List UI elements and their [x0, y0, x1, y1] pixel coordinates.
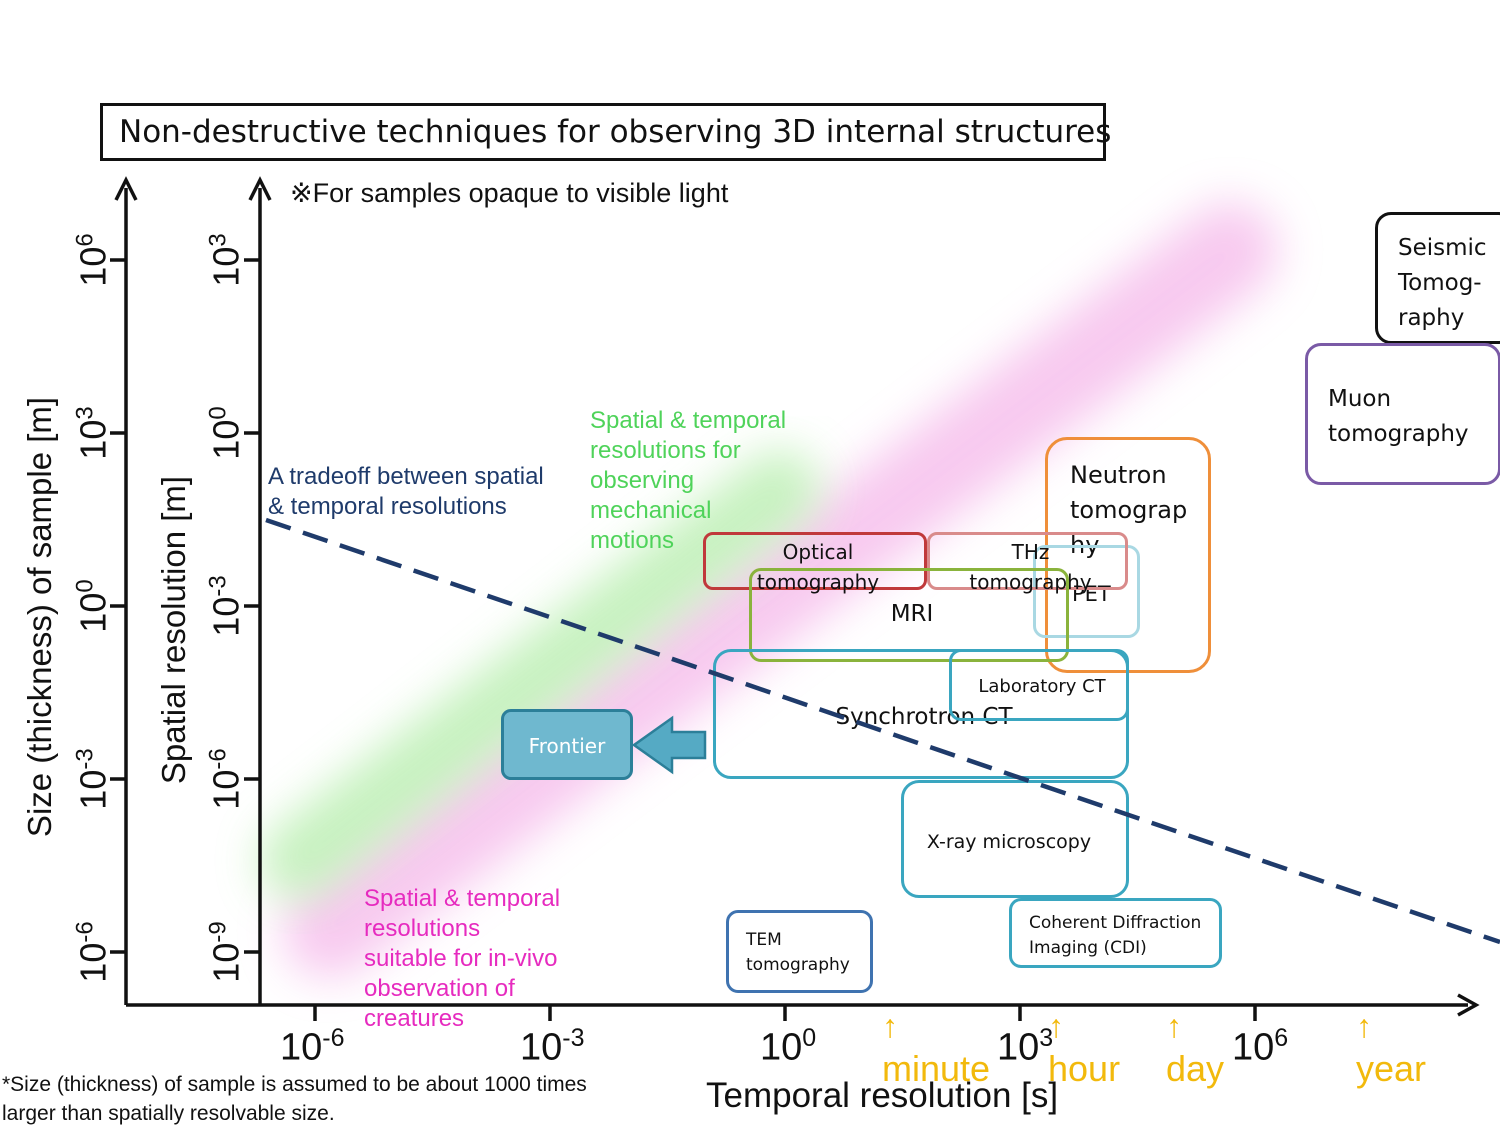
time-arrow-year: ↑ [1356, 1008, 1372, 1044]
time-label-day: day [1166, 1048, 1225, 1089]
tem-tomography-box: TEM tomography [726, 910, 873, 993]
subtitle-note: ※For samples opaque to visible light [290, 178, 729, 208]
seismic-tomography-box: Seismic Tomog- raphy [1375, 212, 1500, 344]
time-arrow-minute: ↑ [882, 1008, 898, 1044]
x-tick-1e-3: 10-3 [520, 1024, 585, 1069]
x-axis-title: Temporal resolution [s] [706, 1076, 1059, 1115]
x-ticks [313, 1005, 1257, 1021]
pet-label: PET [1072, 582, 1111, 606]
x-tick-1e6: 106 [1232, 1024, 1289, 1069]
frontier-box: Frontier [501, 709, 633, 780]
cdi-label: Coherent Diffraction Imaging (CDI) [1029, 913, 1202, 958]
optical-tomography-label: Optical tomography [756, 540, 880, 594]
frontier-arrow-icon [631, 715, 707, 775]
x-tick-1e0: 100 [760, 1024, 817, 1069]
x-arrowhead [1457, 993, 1480, 1017]
xray-microscopy-box: X-ray microscopy [901, 780, 1129, 898]
in-vivo-annotation: Spatial & temporal resolutions suitable … [364, 885, 561, 1032]
time-arrow-hour: ↑ [1048, 1008, 1064, 1044]
mechanical-annotation: Spatial & temporal resolutions for obser… [590, 407, 787, 554]
mri-label: MRI [890, 601, 934, 627]
thz-tomography-label: THz tomography [969, 540, 1092, 594]
y-inner-arrowhead [248, 176, 272, 201]
time-label-minute: minute [882, 1048, 991, 1089]
y-inner-ticks [244, 258, 260, 954]
footnote: *Size (thickness) of sample is assumed t… [2, 1073, 587, 1125]
tradeoff-dashed-line [265, 517, 1500, 945]
diagram-title: Non-destructive techniques for observing… [100, 103, 1111, 161]
pet-box: PET [1033, 545, 1140, 638]
y-outer-arrowhead [114, 176, 138, 201]
laboratory-ct-label: Laboratory CT [978, 676, 1106, 697]
tradeoff-annotation: A tradeoff between spatial & temporal re… [268, 463, 544, 520]
y-outer-ticks [110, 258, 126, 954]
cdi-box: Coherent Diffraction Imaging (CDI) [1009, 898, 1222, 968]
x-tick-1e-6: 10-6 [280, 1024, 345, 1069]
in-vivo-band [282, 202, 1278, 978]
mri-box: MRI [749, 568, 1069, 662]
optical-tomography-box: Optical tomography [703, 532, 927, 594]
muon-tomography-label: Muon tomography [1328, 386, 1469, 447]
time-arrow-day: ↑ [1166, 1008, 1182, 1044]
frontier-label: Frontier [528, 734, 606, 758]
seismic-tomography-label: Seismic Tomog- raphy [1398, 235, 1487, 331]
time-label-year: year [1356, 1048, 1427, 1089]
thz-tomography-box: THz tomography [927, 532, 1128, 594]
time-label-hour: hour [1048, 1048, 1121, 1089]
tem-tomography-label: TEM tomography [746, 930, 850, 975]
mechanical-band [260, 450, 820, 900]
x-tick-1e3: 103 [997, 1024, 1054, 1069]
muon-tomography-box: Muon tomography [1305, 343, 1500, 485]
neutron-tomography-label: Neutron tomograp hy [1070, 461, 1188, 559]
xray-microscopy-label: X-ray microscopy [926, 831, 1092, 853]
laboratory-ct-box: Laboratory CT [949, 649, 1129, 721]
